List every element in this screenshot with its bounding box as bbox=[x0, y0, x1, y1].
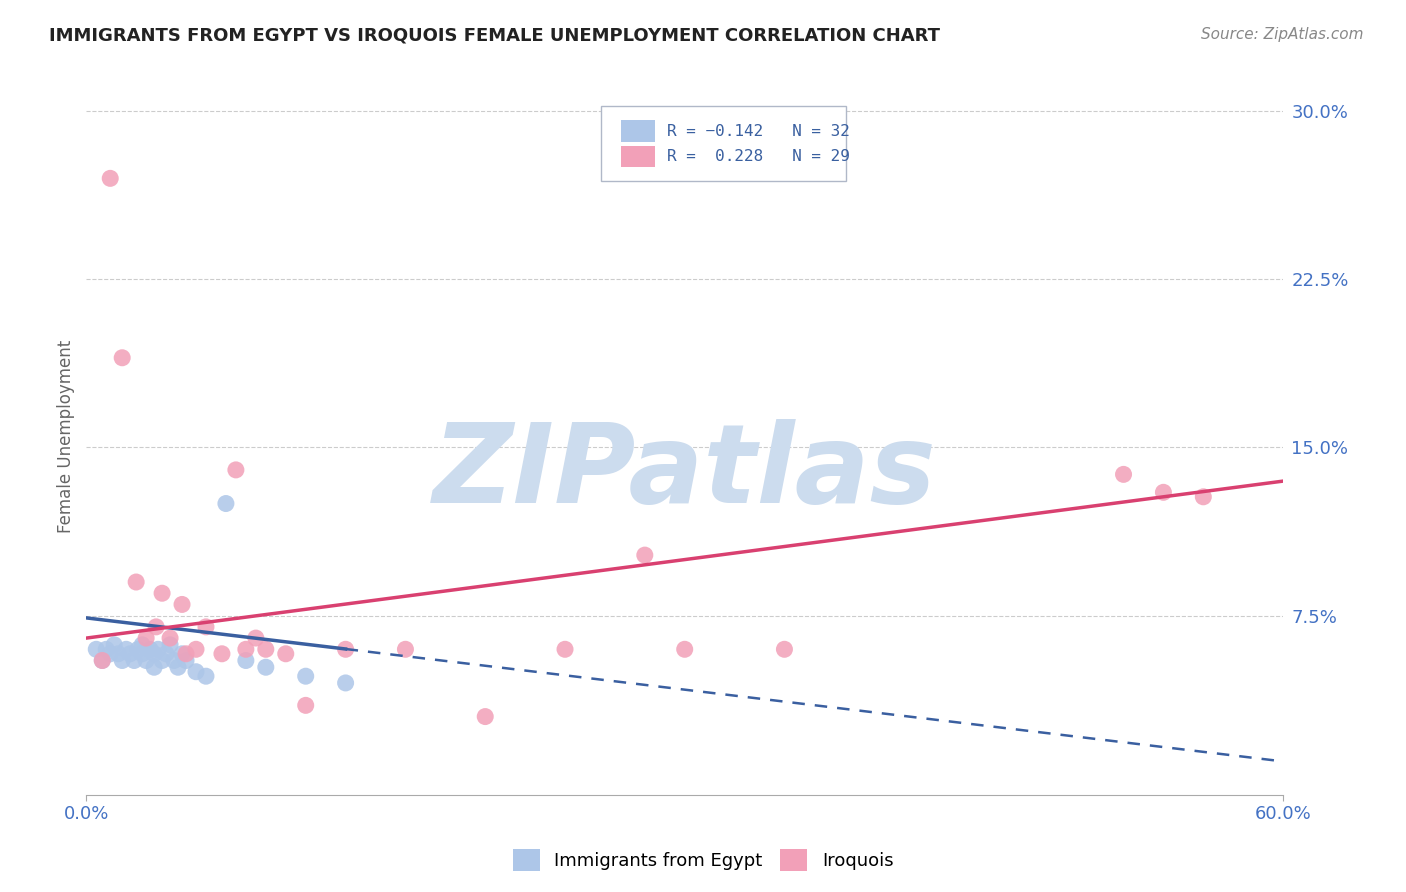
Point bbox=[91, 653, 114, 667]
Point bbox=[150, 653, 173, 667]
Point bbox=[184, 642, 207, 657]
Point bbox=[294, 669, 316, 683]
Text: R =  0.228   N = 29: R = 0.228 N = 29 bbox=[666, 149, 849, 164]
Point bbox=[170, 598, 193, 612]
Point bbox=[235, 653, 257, 667]
Point bbox=[245, 631, 267, 645]
Bar bbox=[621, 120, 655, 142]
Point bbox=[335, 676, 357, 690]
Point bbox=[194, 669, 217, 683]
Point bbox=[139, 642, 162, 657]
Point bbox=[1112, 467, 1135, 482]
Point bbox=[174, 653, 197, 667]
Point bbox=[91, 653, 114, 667]
Point bbox=[135, 631, 157, 645]
Point bbox=[143, 647, 166, 661]
Point bbox=[159, 638, 181, 652]
Point bbox=[98, 647, 121, 661]
Point bbox=[111, 653, 134, 667]
Point bbox=[673, 642, 696, 657]
Point bbox=[107, 647, 129, 661]
Y-axis label: Female Unemployment: Female Unemployment bbox=[58, 340, 75, 533]
Point bbox=[145, 620, 167, 634]
Point bbox=[115, 642, 138, 657]
Legend: Immigrants from Egypt, Iroquois: Immigrants from Egypt, Iroquois bbox=[505, 842, 901, 879]
Point bbox=[170, 647, 193, 661]
Point bbox=[146, 642, 169, 657]
Point bbox=[103, 638, 125, 652]
Point bbox=[96, 642, 118, 657]
Text: ZIPatlas: ZIPatlas bbox=[433, 418, 936, 525]
FancyBboxPatch shape bbox=[600, 106, 846, 181]
Point bbox=[394, 642, 416, 657]
Point bbox=[294, 698, 316, 713]
Point bbox=[554, 642, 576, 657]
Point bbox=[131, 638, 153, 652]
Point bbox=[167, 660, 190, 674]
Point bbox=[225, 463, 247, 477]
Point bbox=[125, 574, 148, 589]
Point bbox=[135, 653, 157, 667]
Point bbox=[335, 642, 357, 657]
Text: IMMIGRANTS FROM EGYPT VS IROQUOIS FEMALE UNEMPLOYMENT CORRELATION CHART: IMMIGRANTS FROM EGYPT VS IROQUOIS FEMALE… bbox=[49, 27, 941, 45]
Text: R = −0.142   N = 32: R = −0.142 N = 32 bbox=[666, 124, 849, 139]
Point bbox=[235, 642, 257, 657]
Point bbox=[634, 548, 657, 562]
Text: Source: ZipAtlas.com: Source: ZipAtlas.com bbox=[1201, 27, 1364, 42]
Point bbox=[215, 496, 238, 510]
Point bbox=[120, 647, 142, 661]
Point bbox=[111, 351, 134, 365]
Point bbox=[127, 642, 149, 657]
Point bbox=[131, 647, 153, 661]
Point bbox=[159, 631, 181, 645]
Point bbox=[1192, 490, 1215, 504]
Point bbox=[274, 647, 297, 661]
Point bbox=[84, 642, 107, 657]
Point bbox=[174, 647, 197, 661]
Point bbox=[163, 653, 186, 667]
Point bbox=[150, 586, 173, 600]
Point bbox=[155, 647, 177, 661]
Point bbox=[98, 171, 121, 186]
Point bbox=[773, 642, 796, 657]
Point bbox=[254, 642, 277, 657]
Point bbox=[254, 660, 277, 674]
Point bbox=[122, 653, 145, 667]
Point bbox=[143, 660, 166, 674]
Bar bbox=[621, 145, 655, 167]
Point bbox=[211, 647, 233, 661]
Point bbox=[194, 620, 217, 634]
Point bbox=[184, 665, 207, 679]
Point bbox=[474, 709, 496, 723]
Point bbox=[1152, 485, 1174, 500]
